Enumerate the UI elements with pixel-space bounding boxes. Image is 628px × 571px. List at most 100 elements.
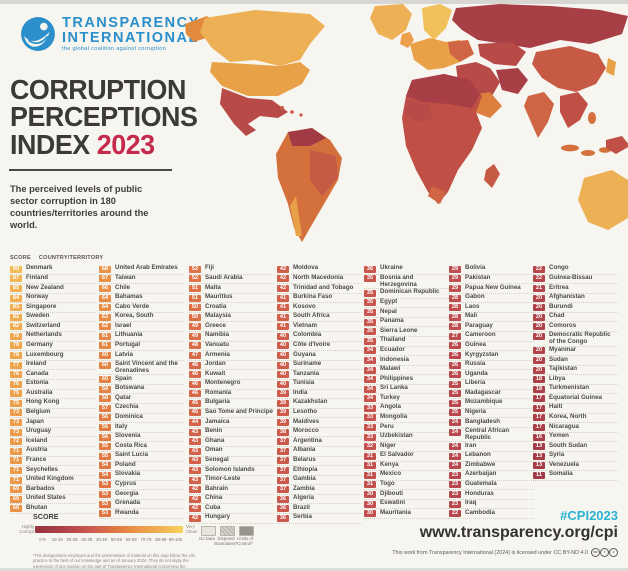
cpi-hashtag: #CPI2023 xyxy=(560,508,618,523)
ranking-row: 22 Congo xyxy=(533,265,618,275)
ranking-row: 55 Saint Lucia xyxy=(99,452,184,462)
ranking-column-5: 36 Ukraine 35 Bosnia and Herzegovina 35 Domin… xyxy=(364,265,449,519)
country-name: Brazil xyxy=(293,503,310,511)
country-name: Jordan xyxy=(205,360,226,368)
country-name: Moldova xyxy=(293,264,319,272)
ranking-row: 68 United Arab Emirates xyxy=(99,265,184,275)
score-badge: 56 xyxy=(99,423,111,431)
score-badge: 25 xyxy=(449,380,461,388)
country-name: Iran xyxy=(465,441,477,449)
score-badge: 59 xyxy=(99,385,111,393)
country-name: Solomon Islands xyxy=(205,465,255,473)
ranking-row: 40 Guyana xyxy=(277,351,362,361)
ranking-row: 52 Fiji xyxy=(189,265,274,275)
ranking-row: 22 Guinea-Bissau xyxy=(533,274,618,285)
score-badge: 73 xyxy=(10,428,22,436)
ranking-column-2: 68 United Arab Emirates 67 Taiwan 66 Chile 64 B… xyxy=(99,265,184,519)
ranking-row: 29 Bolivia xyxy=(449,265,534,275)
ranking-row: 53 Georgia xyxy=(99,490,184,500)
score-range-ticks: 0-9 10-19 20-29 30-39 40-49 50-59 60-69 70-79 80… xyxy=(35,537,183,542)
country-name: Israel xyxy=(115,321,132,329)
country-name: Syria xyxy=(549,451,565,459)
country-name: Cyprus xyxy=(115,480,137,488)
score-badge: 36 xyxy=(364,265,376,273)
ranking-row: 20 Comoros xyxy=(533,322,618,333)
ranking-row: 53 Grenada xyxy=(99,500,184,510)
score-badge: 47 xyxy=(189,351,201,359)
score-badge: 24 xyxy=(449,462,461,470)
country-name: Angola xyxy=(380,403,401,411)
score-badge: 85 xyxy=(10,284,22,292)
country-name: Serbia xyxy=(293,513,312,521)
ranking-row: 31 El Salvador xyxy=(364,452,449,462)
score-badge: 60 xyxy=(99,361,111,369)
title-line-1: CORRUPTION xyxy=(10,74,186,105)
ranking-row: 56 Dominica xyxy=(99,413,184,424)
score-badge: 40 xyxy=(277,371,289,379)
country-name: Uganda xyxy=(465,369,488,377)
ranking-row: 64 Cabo Verde xyxy=(99,303,184,313)
ranking-row: 49 Greece xyxy=(189,322,274,333)
ranking-row: 61 Portugal xyxy=(99,341,184,352)
score-badge: 17 xyxy=(533,414,545,422)
score-badge: 33 xyxy=(364,423,376,431)
country-name: Sierra Leone xyxy=(380,326,418,334)
subtitle: The perceived levels of public sector co… xyxy=(10,184,149,230)
ranking-row: 36 Ukraine xyxy=(364,265,449,275)
south-america xyxy=(276,128,342,242)
score-badge: 40 xyxy=(277,342,289,350)
country-name: Bhutan xyxy=(26,503,48,511)
score-range-tick: 20-29 xyxy=(66,537,78,542)
score-badge: 82 xyxy=(10,313,22,321)
score-badge: 24 xyxy=(449,452,461,460)
ranking-row: 59 Botswana xyxy=(99,385,184,395)
score-badge: 22 xyxy=(533,265,545,273)
ranking-row: 64 Bahamas xyxy=(99,294,184,304)
country-name: Lesotho xyxy=(293,408,318,416)
country-name: Botswana xyxy=(115,384,145,392)
score-badge: 13 xyxy=(533,452,545,460)
score-badge: 35 xyxy=(364,275,376,283)
score-badge: 46 xyxy=(189,371,201,379)
score-badge: 42 xyxy=(277,265,289,273)
ranking-row: 33 Uzbekistan xyxy=(364,433,449,443)
score-badge: 37 xyxy=(277,486,289,494)
country-name: Seychelles xyxy=(26,465,58,473)
ranking-row: 84 Norway xyxy=(10,294,95,304)
score-badge: 75 xyxy=(10,390,22,398)
ranking-row: 17 Korea, North xyxy=(533,413,618,424)
title-line-2: PERCEPTIONS xyxy=(10,101,198,133)
score-badge: 76 xyxy=(10,371,22,379)
country-name: Central African Republic xyxy=(465,427,510,441)
country-name: Paraguay xyxy=(465,321,493,329)
score-badge: 57 xyxy=(99,404,111,412)
score-badge: 35 xyxy=(364,318,376,326)
ranking-row: 76 Estonia xyxy=(10,380,95,390)
ranking-row: 57 Czechia xyxy=(99,404,184,414)
no-data-label: No Data xyxy=(199,536,215,541)
ranking-row: 45 Sao Tome and Principe xyxy=(189,408,274,419)
ranking-row: 39 Kazakhstan xyxy=(277,399,362,409)
ranking-row: 55 Costa Rica xyxy=(99,442,184,452)
ranking-row: 26 Kyrgyzstan xyxy=(449,351,534,361)
country-name: Czechia xyxy=(115,403,139,411)
ranking-column-1: 90 Denmark 87 Finland 85 New Zealand 84 Norway 8… xyxy=(10,265,95,515)
score-badge: 31 xyxy=(364,462,376,470)
ranking-row: 18 Libya xyxy=(533,375,618,385)
country-name: Djibouti xyxy=(380,489,404,497)
ranking-column-4: 42 Moldova 42 North Macedonia 42 Trinidad and… xyxy=(277,265,362,524)
country-name: Burkina Faso xyxy=(293,293,333,301)
country-name: Bahamas xyxy=(115,293,143,301)
country-name: Algeria xyxy=(293,494,314,502)
ranking-row: 71 Austria xyxy=(10,447,95,457)
legend-very-clean-label: Very Clean xyxy=(186,524,198,535)
ranking-row: 82 Sweden xyxy=(10,313,95,323)
score-badge: 45 xyxy=(189,409,201,417)
ranking-row: 42 Hungary xyxy=(189,514,274,524)
score-badge: 40 xyxy=(277,361,289,369)
score-badge: 38 xyxy=(277,428,289,436)
country-name: Kyrgyzstan xyxy=(465,350,499,358)
score-badge: 53 xyxy=(99,510,111,518)
score-badge: 33 xyxy=(364,414,376,422)
score-badge: 28 xyxy=(449,323,461,331)
